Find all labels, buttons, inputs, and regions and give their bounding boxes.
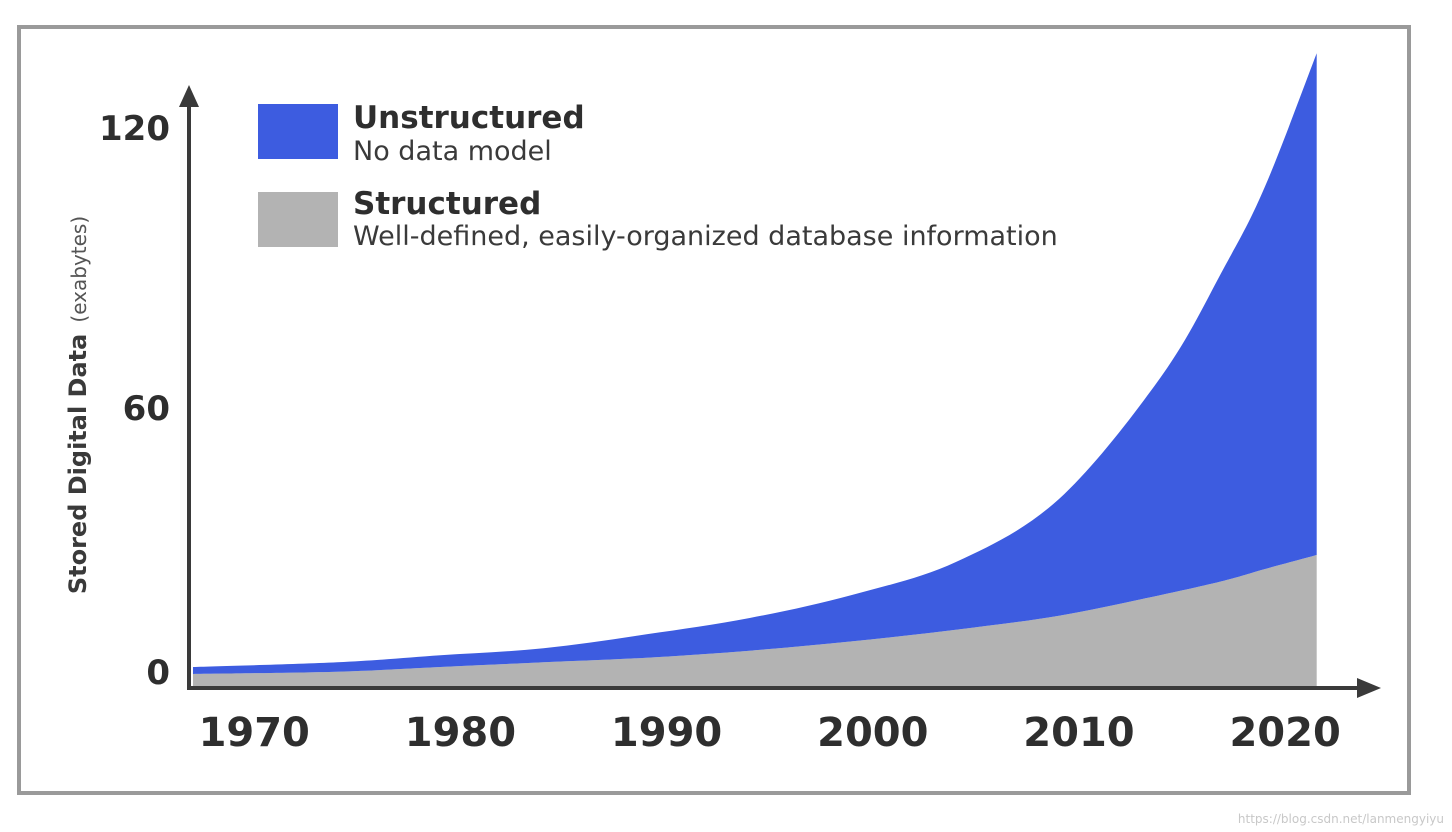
y-axis-arrow: [179, 85, 199, 107]
x-tick-label: 2000: [817, 710, 928, 756]
legend-title-structured: Structured: [353, 186, 541, 222]
x-tick-label: 1980: [405, 710, 516, 756]
area-unstructured: [193, 53, 1317, 675]
y-tick-labels: 0 60 120: [99, 109, 170, 693]
y-axis-label: Stored Digital Data (exabytes): [64, 216, 92, 594]
x-axis-arrow: [1357, 678, 1381, 698]
y-tick-label: 60: [123, 389, 170, 429]
legend-desc-structured: Well-defined, easily-organized database …: [353, 221, 1058, 252]
x-tick-label: 1990: [611, 710, 722, 756]
legend-title-unstructured: Unstructured: [353, 100, 585, 136]
legend-swatch-unstructured: [258, 104, 338, 159]
legend-desc-unstructured: No data model: [353, 136, 552, 167]
legend: Unstructured No data model Structured We…: [258, 100, 1058, 252]
y-tick-label: 120: [99, 109, 170, 149]
chart-areas: [193, 53, 1317, 688]
y-axis-label-unit: (exabytes): [67, 216, 91, 323]
legend-swatch-structured: [258, 192, 338, 247]
area-structured: [193, 555, 1317, 688]
y-axis-label-main: Stored Digital Data: [64, 334, 92, 594]
x-tick-label: 2020: [1229, 710, 1340, 756]
x-tick-label: 1970: [199, 710, 310, 756]
x-tick-label: 2010: [1023, 710, 1134, 756]
watermark: https://blog.csdn.net/lanmengyiyu: [1237, 812, 1444, 826]
y-tick-label: 0: [146, 653, 170, 693]
x-tick-labels: 1970 1980 1990 2000 2010 2020: [199, 710, 1341, 756]
